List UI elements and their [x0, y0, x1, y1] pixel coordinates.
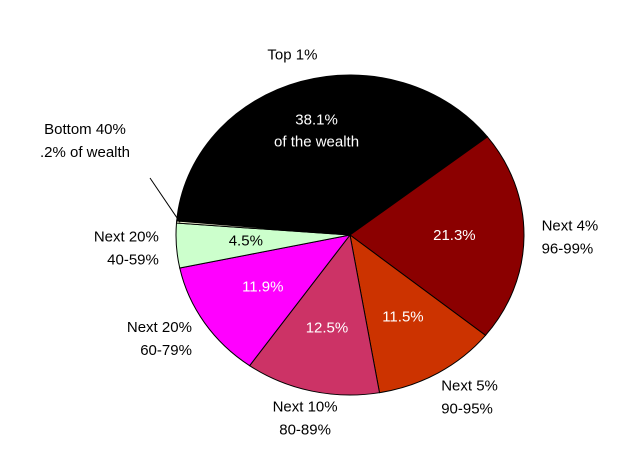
range-label: 60-79%	[140, 342, 192, 359]
category-label: Next 10%	[273, 399, 338, 416]
value-label: 12.5%	[306, 320, 349, 337]
category-label: Next 20%	[94, 228, 159, 245]
range-label: 96-99%	[542, 241, 594, 258]
value-label: 4.5%	[229, 232, 263, 249]
category-label: Next 5%	[441, 377, 498, 394]
category-label: Next 4%	[542, 218, 599, 235]
leader-line	[149, 177, 181, 223]
range-label: 80-89%	[279, 422, 331, 439]
value-label: .2% of wealth	[40, 144, 130, 161]
pie-slice	[175, 220, 351, 236]
category-label: Bottom 40%	[44, 121, 126, 138]
value-label: 38.1%	[295, 112, 338, 129]
range-label: 90-95%	[441, 400, 493, 417]
value-label: 11.5%	[382, 309, 423, 326]
pie-slice	[349, 233, 487, 394]
value-label: 11.9%	[242, 279, 283, 296]
pie-slice	[176, 74, 489, 236]
range-label: 40-59%	[107, 251, 159, 268]
annotation: of the wealth	[274, 134, 359, 151]
pie-slice	[179, 234, 352, 367]
pie-slice	[349, 136, 525, 337]
value-label: 21.3%	[433, 227, 476, 244]
category-label: Top 1%	[267, 46, 317, 63]
pie-slice	[248, 233, 381, 396]
category-label: Next 20%	[127, 319, 192, 336]
